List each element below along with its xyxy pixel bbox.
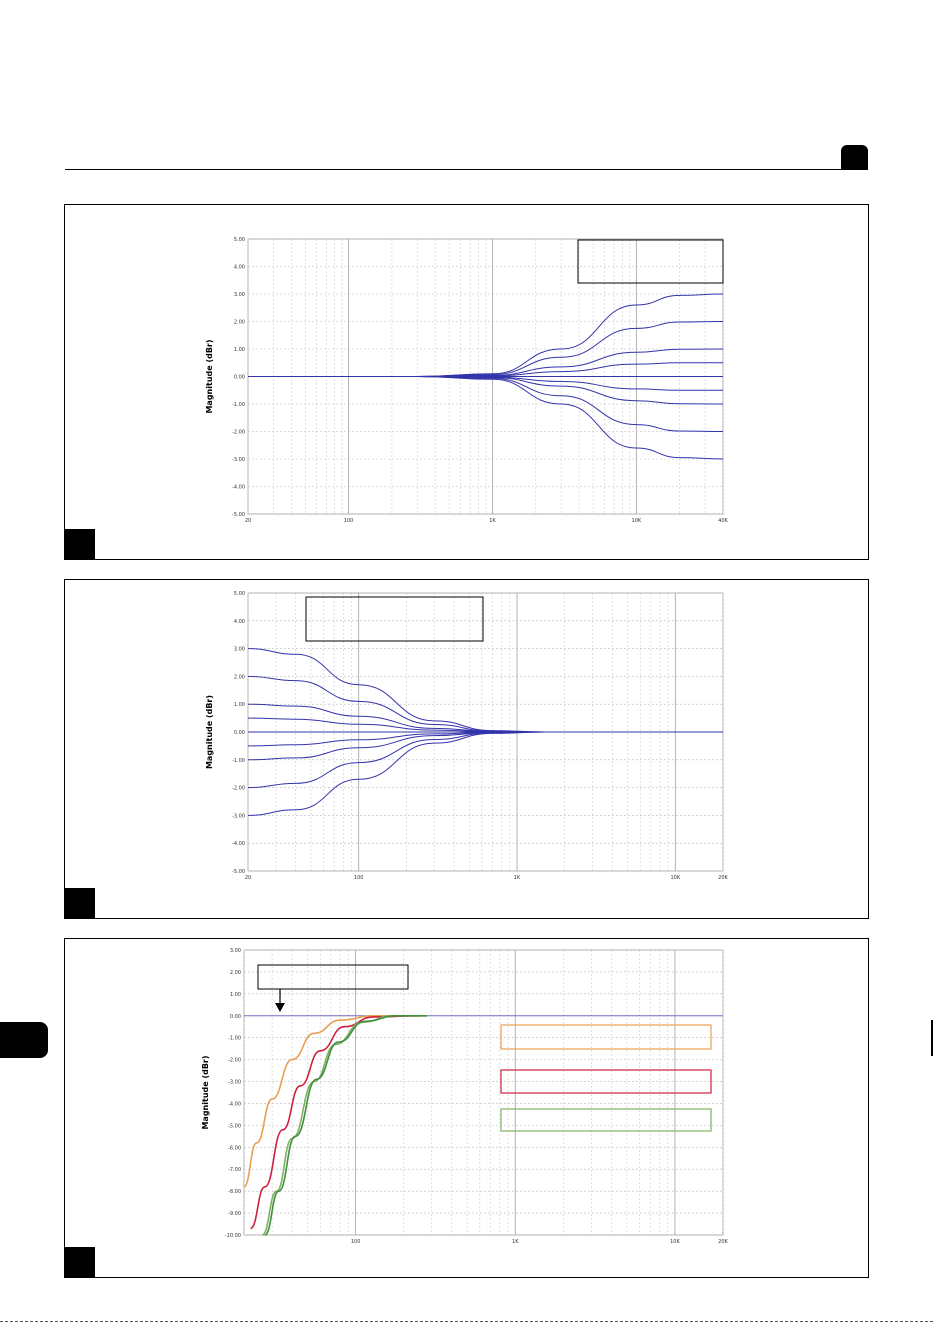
y-tick-label: -1.00: [228, 1036, 241, 1042]
x-tick-label: 20: [245, 875, 251, 881]
figure-number-badge: [65, 1247, 95, 1277]
figure-number-badge: [65, 888, 95, 918]
y-tick-label: 1.00: [234, 702, 245, 708]
y-axis-title: Magnitude (dBr): [201, 1055, 210, 1129]
chapter-tab: [841, 145, 868, 169]
y-tick-label: 3.00: [230, 948, 241, 954]
y-tick-label: -10.00: [225, 1233, 241, 1239]
y-tick-label: 0.00: [230, 1014, 241, 1020]
legend-box-green: [500, 1108, 712, 1132]
y-tick-label: -6.00: [228, 1145, 241, 1151]
low-shelf-chart: 5.00 4.00 3.00 2.00 1.00 0.00 -1.00 -2.00 -3.00 -…: [205, 591, 729, 881]
y-tick-label: -4.00: [228, 1101, 241, 1107]
annotation-arrow-head: [275, 1003, 285, 1012]
y-tick-label: -5.00: [232, 869, 245, 875]
annotation-box: [257, 964, 409, 990]
x-tick-label: 40K: [718, 518, 728, 524]
y-tick-label: 5.00: [234, 591, 245, 597]
page-trim-line: [0, 1321, 933, 1322]
legend-box-orange: [500, 1024, 712, 1050]
y-tick-label: -3.00: [228, 1080, 241, 1086]
y-tick-label: -9.00: [228, 1211, 241, 1217]
chart-panel-3: 3.00 2.00 1.00 0.00 -1.00 -2.00 -3.00 -4.00 -5.0…: [64, 938, 869, 1278]
y-tick-label: -5.00: [232, 512, 245, 518]
y-axis-title: Magnitude (dBr): [205, 339, 214, 413]
x-tick-label: 1K: [512, 1239, 519, 1245]
series-line-2: [249, 1015, 420, 1230]
y-tick-label: 2.00: [234, 674, 245, 680]
y-tick-label: 4.00: [234, 265, 245, 271]
legend-box-red: [500, 1069, 712, 1094]
y-tick-label: 4.00: [234, 619, 245, 625]
x-tick-label: 10K: [670, 1239, 680, 1245]
y-tick-label: 3.00: [234, 292, 245, 298]
y-tick-label: -2.00: [228, 1058, 241, 1064]
x-tick-label: 1K: [514, 875, 521, 881]
y-tick-label: -7.00: [228, 1167, 241, 1173]
highpass-chart: 3.00 2.00 1.00 0.00 -1.00 -2.00 -3.00 -4.00 -5.0…: [201, 948, 729, 1245]
series-line-1: [243, 1015, 404, 1188]
x-tick-label: 20: [245, 518, 251, 524]
section-side-tab: [0, 1022, 48, 1058]
x-tick-label: 1K: [489, 518, 496, 524]
series-line-4: [264, 1015, 427, 1236]
y-tick-label: 0.00: [234, 375, 245, 381]
y-tick-label: -5.00: [228, 1123, 241, 1129]
figure-number-badge: [65, 529, 95, 559]
y-tick-label: 0.00: [234, 730, 245, 736]
legend-box: [305, 596, 484, 642]
x-tick-label: 10K: [671, 875, 681, 881]
y-axis-title: Magnitude (dBr): [205, 695, 214, 769]
y-tick-label: 2.00: [230, 970, 241, 976]
y-tick-label: -2.00: [232, 430, 245, 436]
y-tick-label: 5.00: [234, 237, 245, 243]
chart-panel-2: 5.00 4.00 3.00 2.00 1.00 0.00 -1.00 -2.00 -3.00 -…: [64, 579, 869, 919]
x-tick-label: 10K: [632, 518, 642, 524]
x-tick-label: 100: [344, 518, 354, 524]
x-tick-label: 20K: [718, 1239, 728, 1245]
x-tick-label: 100: [351, 1239, 361, 1245]
y-tick-label: -1.00: [232, 402, 245, 408]
y-tick-label: -2.00: [232, 786, 245, 792]
y-tick-label: -8.00: [228, 1189, 241, 1195]
chart-panel-1: 5.00 4.00 3.00 2.00 1.00 0.00 -1.00 -2.00 -3.00 -…: [64, 204, 869, 560]
y-tick-label: -4.00: [232, 485, 245, 491]
series-line-8: [248, 376, 724, 460]
high-shelf-chart: 5.00 4.00 3.00 2.00 1.00 0.00 -1.00 -2.00 -3.00 -…: [205, 237, 729, 524]
y-tick-label: 2.00: [234, 320, 245, 326]
x-tick-label: 100: [354, 875, 364, 881]
page-edge-mark: [931, 1020, 933, 1056]
y-tick-label: -1.00: [232, 758, 245, 764]
y-tick-label: 3.00: [234, 647, 245, 653]
y-tick-label: -4.00: [232, 841, 245, 847]
series-line-8: [247, 731, 723, 816]
header-rule: [65, 169, 868, 170]
y-tick-label: 1.00: [234, 347, 245, 353]
y-tick-label: 1.00: [230, 992, 241, 998]
y-tick-label: -3.00: [232, 457, 245, 463]
y-tick-label: -3.00: [232, 813, 245, 819]
legend-box: [577, 239, 724, 284]
x-tick-label: 20K: [718, 875, 728, 881]
